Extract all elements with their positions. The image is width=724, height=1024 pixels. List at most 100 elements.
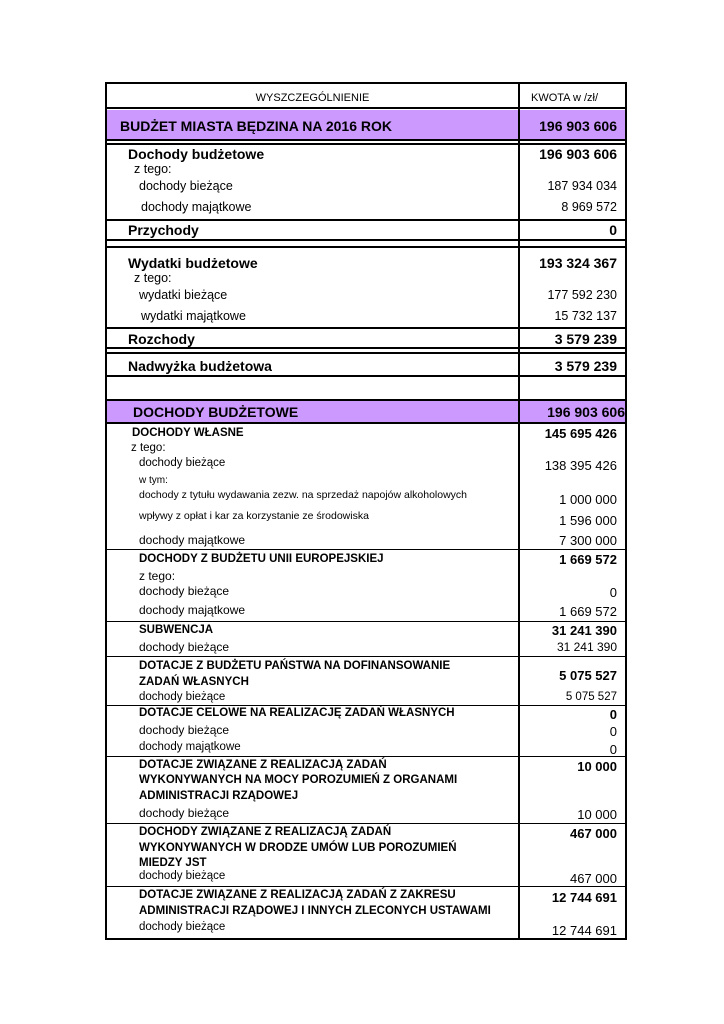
capital-income-value: 8 969 572 bbox=[561, 200, 617, 214]
current-expenditure-label: wydatki bieżące bbox=[139, 288, 228, 302]
jst-income-title-line1: DOCHODY ZWIĄZANE Z REALIZACJĄ ZADAŃ bbox=[139, 826, 392, 838]
agreements-grants-title-line2: WYKONYWANYCH NA MOCY POROZUMIEŃ Z ORGANA… bbox=[139, 774, 458, 786]
eu-income-title: DOCHODY Z BUDŻETU UNII EUROPEJSKIEJ bbox=[139, 553, 384, 565]
environment-fees-value: 1 596 000 bbox=[559, 513, 617, 528]
capital-expenditure-value: 15 732 137 bbox=[554, 309, 617, 323]
current-income-label: dochody bieżące bbox=[139, 691, 226, 703]
eu-income-value: 1 669 572 bbox=[559, 552, 617, 567]
jst-income-value: 467 000 bbox=[570, 826, 617, 841]
alcohol-permits-value: 1 000 000 bbox=[559, 492, 617, 507]
current-income-label: dochody bieżące bbox=[139, 806, 230, 820]
current-income-value: 10 000 bbox=[577, 807, 617, 822]
divider bbox=[105, 219, 627, 221]
income-section-total: 196 903 606 bbox=[547, 404, 625, 420]
divider bbox=[105, 352, 627, 354]
surplus-label: Nadwyżka budżetowa bbox=[128, 358, 272, 374]
divider bbox=[105, 621, 627, 622]
current-income-label: dochody bieżące bbox=[139, 921, 226, 933]
column-header-description: WYSZCZEGÓLNIENIE bbox=[255, 92, 370, 104]
agreements-grants-title-line1: DOTACJE ZWIĄZANE Z REALIZACJĄ ZADAŃ bbox=[139, 759, 387, 771]
subsidy-title: SUBWENCJA bbox=[139, 624, 214, 636]
divider bbox=[105, 239, 627, 241]
subsidy-value: 31 241 390 bbox=[551, 623, 617, 638]
own-income-value: 145 695 426 bbox=[544, 426, 617, 441]
revenues-value: 0 bbox=[609, 222, 617, 238]
commissioned-tasks-title-line2: ADMINISTRACJI RZĄDOWEJ I INNYCH ZLECONYC… bbox=[139, 905, 491, 917]
current-income-value: 0 bbox=[609, 585, 617, 600]
commissioned-tasks-value: 12 744 691 bbox=[551, 890, 617, 905]
current-income-value: 0 bbox=[609, 724, 617, 739]
expenditure-value: 193 324 367 bbox=[539, 255, 617, 271]
divider bbox=[105, 347, 627, 349]
divider bbox=[105, 656, 627, 657]
targeted-grants-title: DOTACJE CELOWE NA REALIZACJĘ ZADAŃ WŁASN… bbox=[139, 707, 455, 719]
capital-expenditure-label: wydatki majątkowe bbox=[141, 309, 246, 323]
highlight-band-income bbox=[107, 401, 625, 422]
current-income-value: 12 744 691 bbox=[551, 923, 617, 938]
income-section-title: DOCHODY BUDŻETOWE bbox=[133, 404, 299, 420]
divider bbox=[105, 705, 627, 706]
current-income-value: 138 395 426 bbox=[544, 458, 617, 473]
jst-income-title-line2: WYKONYWANYCH W DRODZE UMÓW LUB POROZUMIE… bbox=[139, 842, 457, 854]
income-value: 196 903 606 bbox=[539, 146, 617, 162]
divider bbox=[105, 107, 627, 109]
agreements-grants-title-line3: ADMINISTRACJI RZĄDOWEJ bbox=[139, 790, 299, 802]
jst-income-title-line3: MIEDZY JST bbox=[139, 857, 207, 869]
capital-income-label: dochody majątkowe bbox=[139, 533, 246, 547]
current-expenditure-value: 177 592 230 bbox=[547, 288, 617, 302]
divider bbox=[105, 886, 627, 887]
agreements-grants-value: 10 000 bbox=[577, 759, 617, 774]
capital-income-value: 0 bbox=[609, 742, 617, 757]
commissioned-tasks-title-line1: DOTACJE ZWIĄZANE Z REALIZACJĄ ZADAŃ Z ZA… bbox=[139, 889, 456, 901]
of-which-label: z tego: bbox=[134, 162, 172, 176]
co-financing-title-line2: ZADAŃ WŁASNYCH bbox=[139, 676, 249, 688]
current-income-label: dochody bieżące bbox=[139, 870, 226, 882]
column-divider bbox=[518, 82, 520, 938]
column-header-amount: KWOTA w /zł/ bbox=[531, 92, 599, 104]
highlight-band-budget bbox=[107, 110, 625, 139]
current-income-value: 187 934 034 bbox=[547, 179, 617, 193]
environment-fees-label: wpływy z opłat i kar za korzystanie ze ś… bbox=[139, 510, 369, 522]
current-income-label: dochody bieżące bbox=[139, 457, 226, 469]
of-which-label: z tego: bbox=[139, 569, 176, 583]
divider bbox=[105, 327, 627, 329]
of-which-label: z tego: bbox=[134, 271, 172, 285]
divider bbox=[105, 756, 627, 757]
current-income-label: dochody bieżące bbox=[139, 584, 230, 598]
budget-total: 196 903 606 bbox=[539, 118, 617, 134]
divider bbox=[105, 399, 627, 401]
capital-income-label: dochody majątkowe bbox=[141, 200, 252, 214]
divider bbox=[105, 375, 627, 377]
own-income-title: DOCHODY WŁASNE bbox=[132, 427, 244, 439]
divider bbox=[105, 422, 627, 424]
co-financing-value: 5 075 527 bbox=[559, 668, 617, 683]
outflows-label: Rozchody bbox=[128, 331, 195, 347]
table-border bbox=[105, 82, 627, 940]
current-income-value: 31 241 390 bbox=[556, 640, 617, 654]
capital-income-label: dochody majątkowe bbox=[139, 741, 241, 753]
current-income-value: 5 075 527 bbox=[565, 691, 617, 703]
income-label: Dochody budżetowe bbox=[128, 146, 265, 162]
revenues-label: Przychody bbox=[128, 222, 199, 238]
current-income-label: dochody bieżące bbox=[139, 723, 230, 737]
divider bbox=[105, 143, 627, 145]
divider bbox=[105, 549, 627, 550]
co-financing-title-line1: DOTACJE Z BUDŻETU PAŃSTWA NA DOFINANSOWA… bbox=[139, 660, 451, 672]
capital-income-value: 7 300 000 bbox=[559, 533, 617, 548]
of-which-label: z tego: bbox=[131, 442, 166, 454]
divider bbox=[105, 139, 627, 141]
capital-income-value: 1 669 572 bbox=[559, 604, 617, 619]
expenditure-label: Wydatki budżetowe bbox=[128, 255, 258, 271]
current-income-label: dochody bieżące bbox=[139, 640, 230, 654]
targeted-grants-value: 0 bbox=[609, 707, 617, 722]
outflows-value: 3 579 239 bbox=[554, 331, 617, 347]
budget-title: BUDŻET MIASTA BĘDZINA NA 2016 ROK bbox=[120, 118, 392, 134]
capital-income-label: dochody majątkowe bbox=[139, 603, 246, 617]
surplus-value: 3 579 239 bbox=[554, 358, 617, 374]
current-income-label: dochody bieżące bbox=[139, 179, 233, 193]
divider bbox=[105, 246, 627, 248]
alcohol-permits-label: dochody z tytułu wydawania zezw. na sprz… bbox=[139, 489, 468, 501]
including-label: w tym: bbox=[139, 475, 168, 486]
divider bbox=[105, 823, 627, 824]
current-income-value: 467 000 bbox=[570, 871, 617, 886]
